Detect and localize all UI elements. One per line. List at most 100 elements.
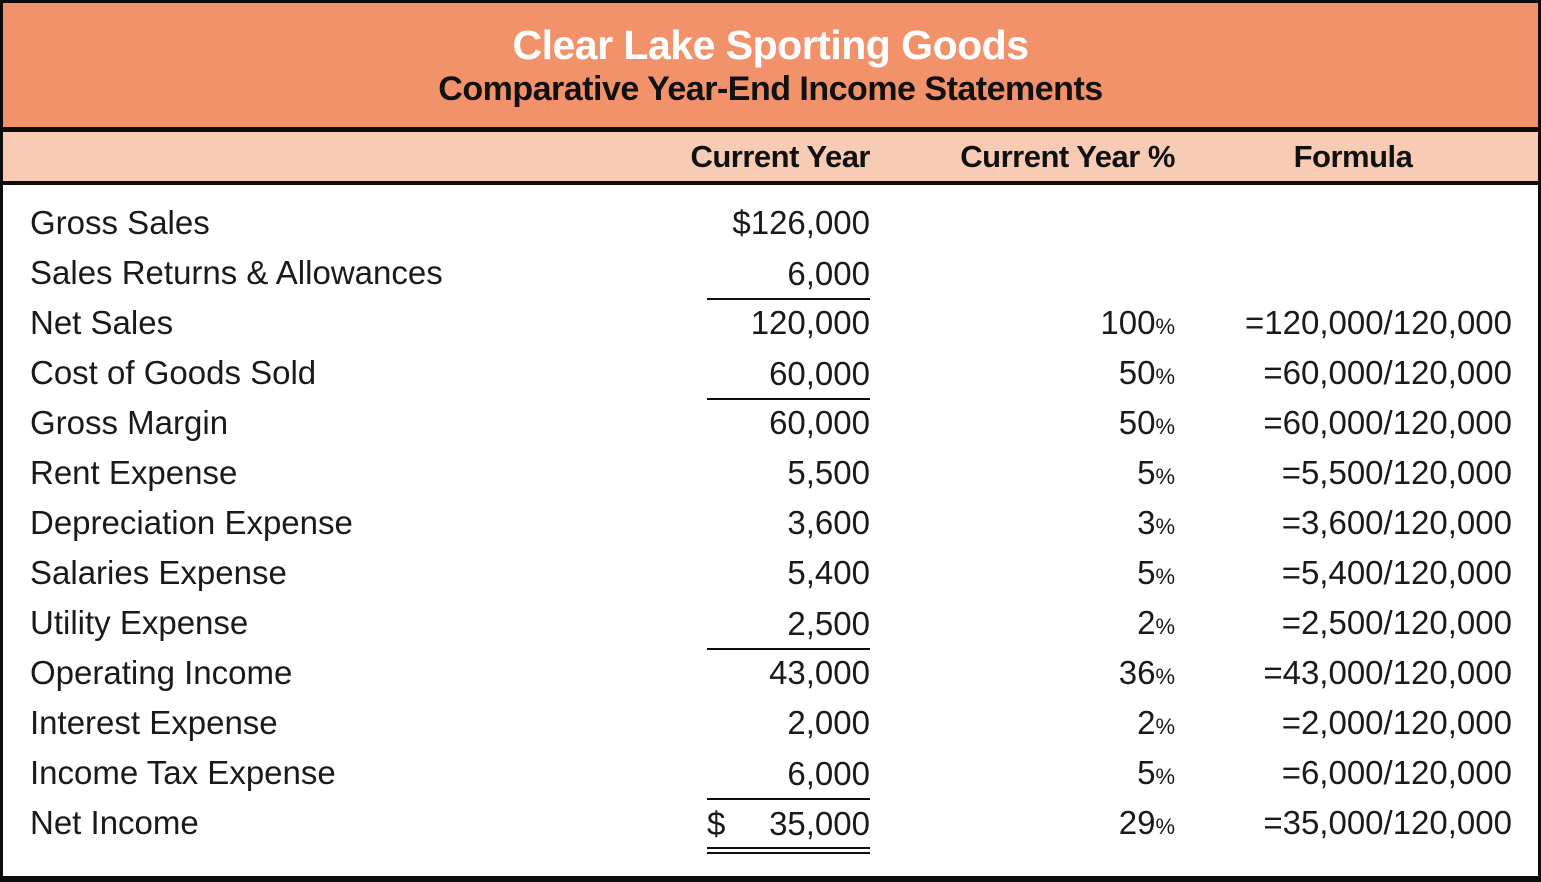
percent-sign: % — [1155, 464, 1175, 489]
row-current-year-value: 2,000 — [583, 704, 873, 742]
percent-value: 100 — [1100, 304, 1156, 341]
percent-sign: % — [1155, 614, 1175, 639]
row-label: Net Income — [30, 804, 199, 841]
table-row: Utility Expense 2,500 2% =2,500/120,000 — [3, 598, 1538, 650]
row-percent: 29% — [873, 804, 1178, 842]
value-box: 2,500 — [707, 605, 870, 650]
row-current-year-value: 5,400 — [583, 554, 873, 592]
row-percent: 5% — [873, 554, 1178, 592]
row-current-year-value: $126,000 — [583, 204, 873, 242]
row-percent: 100% — [873, 304, 1178, 342]
amount: 60,000 — [769, 404, 870, 441]
column-header-row: Current Year Current Year % Formula — [3, 132, 1538, 185]
row-label: Utility Expense — [30, 604, 249, 641]
amount: 6,000 — [787, 255, 870, 292]
row-label: Gross Sales — [30, 204, 210, 241]
value-box: 3,600 — [707, 504, 870, 542]
row-formula: =60,000/120,000 — [1263, 404, 1512, 441]
row-label: Sales Returns & Allowances — [30, 254, 443, 291]
percent-value: 3 — [1137, 504, 1156, 541]
percent-value: 2 — [1137, 704, 1156, 741]
percent-sign: % — [1155, 814, 1175, 839]
value-box: 120,000 — [707, 304, 870, 342]
amount: 43,000 — [769, 654, 870, 691]
percent-value: 5 — [1137, 754, 1156, 791]
row-label: Rent Expense — [30, 454, 238, 491]
row-percent: 5% — [873, 454, 1178, 492]
row-percent: 2% — [873, 604, 1178, 642]
row-label: Operating Income — [30, 654, 293, 691]
percent-value: 50 — [1118, 354, 1156, 391]
table-row: Salaries Expense 5,400 5% =5,400/120,000 — [3, 548, 1538, 598]
row-formula: =6,000/120,000 — [1281, 754, 1512, 791]
amount: 3,600 — [787, 504, 870, 541]
row-percent: 36% — [873, 654, 1178, 692]
row-current-year-value: 6,000 — [583, 255, 873, 300]
percent-sign: % — [1155, 364, 1175, 389]
table-row: Rent Expense 5,500 5% =5,500/120,000 — [3, 448, 1538, 498]
value-box: $126,000 — [707, 204, 870, 242]
percent-sign: % — [1155, 514, 1175, 539]
row-label: Gross Margin — [30, 404, 229, 441]
value-box: $ 35,000 — [707, 805, 870, 854]
row-formula: =3,600/120,000 — [1281, 504, 1512, 541]
amount: 5,400 — [787, 554, 870, 591]
row-label: Interest Expense — [30, 704, 278, 741]
row-formula: =35,000/120,000 — [1263, 804, 1512, 841]
row-current-year-value: 120,000 — [583, 304, 873, 342]
row-current-year-value: 43,000 — [583, 654, 873, 692]
table-row: Income Tax Expense 6,000 5% =6,000/120,0… — [3, 748, 1538, 800]
row-current-year-value: 2,500 — [583, 605, 873, 650]
value-box: 60,000 — [707, 355, 870, 400]
percent-sign: % — [1155, 764, 1175, 789]
statement-body: Gross Sales $126,000 Sales Returns & All… — [3, 185, 1538, 876]
row-percent: 5% — [873, 754, 1178, 792]
percent-value: 2 — [1137, 604, 1156, 641]
value-box: 5,500 — [707, 454, 870, 492]
table-row: Sales Returns & Allowances 6,000 — [3, 248, 1538, 300]
row-label: Income Tax Expense — [30, 754, 336, 791]
value-box: 43,000 — [707, 654, 870, 692]
row-label: Net Sales — [30, 304, 174, 341]
row-formula: =2,000/120,000 — [1281, 704, 1512, 741]
figure-header: Clear Lake Sporting Goods Comparative Ye… — [3, 3, 1538, 132]
company-title: Clear Lake Sporting Goods — [512, 22, 1029, 69]
column-header-current-year: Current Year — [690, 138, 870, 174]
value-box: 6,000 — [707, 255, 870, 300]
percent-value: 29 — [1118, 804, 1156, 841]
table-row: Gross Sales $126,000 — [3, 198, 1538, 248]
amount: 2,500 — [787, 605, 870, 642]
table-row: Net Sales 120,000 100% =120,000/120,000 — [3, 298, 1538, 348]
row-current-year-value: 60,000 — [583, 404, 873, 442]
percent-value: 36 — [1118, 654, 1156, 691]
column-header-formula: Formula — [1293, 138, 1413, 174]
row-label: Salaries Expense — [30, 554, 287, 591]
row-formula: =5,500/120,000 — [1281, 454, 1512, 491]
row-percent: 50% — [873, 404, 1178, 442]
amount: 5,500 — [787, 454, 870, 491]
table-row: Net Income $ 35,000 29% =35,000/120,000 — [3, 798, 1538, 854]
percent-sign: % — [1155, 564, 1175, 589]
row-percent: 50% — [873, 354, 1178, 392]
percent-sign: % — [1155, 314, 1175, 339]
row-label: Cost of Goods Sold — [30, 354, 317, 391]
value-box: 60,000 — [707, 404, 870, 442]
row-current-year-value: 60,000 — [583, 355, 873, 400]
row-formula: =43,000/120,000 — [1263, 654, 1512, 691]
value-box: 5,400 — [707, 554, 870, 592]
percent-sign: % — [1155, 714, 1175, 739]
row-formula: =2,500/120,000 — [1281, 604, 1512, 641]
row-label: Depreciation Expense — [30, 504, 353, 541]
amount: 2,000 — [787, 704, 870, 741]
value-box: 2,000 — [707, 704, 870, 742]
currency-symbol: $ — [707, 805, 726, 842]
statement-subtitle: Comparative Year-End Income Statements — [438, 70, 1103, 109]
table-row: Operating Income 43,000 36% =43,000/120,… — [3, 648, 1538, 698]
row-percent: 2% — [873, 704, 1178, 742]
row-formula: =60,000/120,000 — [1263, 354, 1512, 391]
table-row: Gross Margin 60,000 50% =60,000/120,000 — [3, 398, 1538, 448]
amount: $126,000 — [732, 204, 870, 241]
percent-value: 5 — [1137, 554, 1156, 591]
row-current-year-value: $ 35,000 — [583, 805, 873, 854]
amount: 120,000 — [750, 304, 870, 341]
